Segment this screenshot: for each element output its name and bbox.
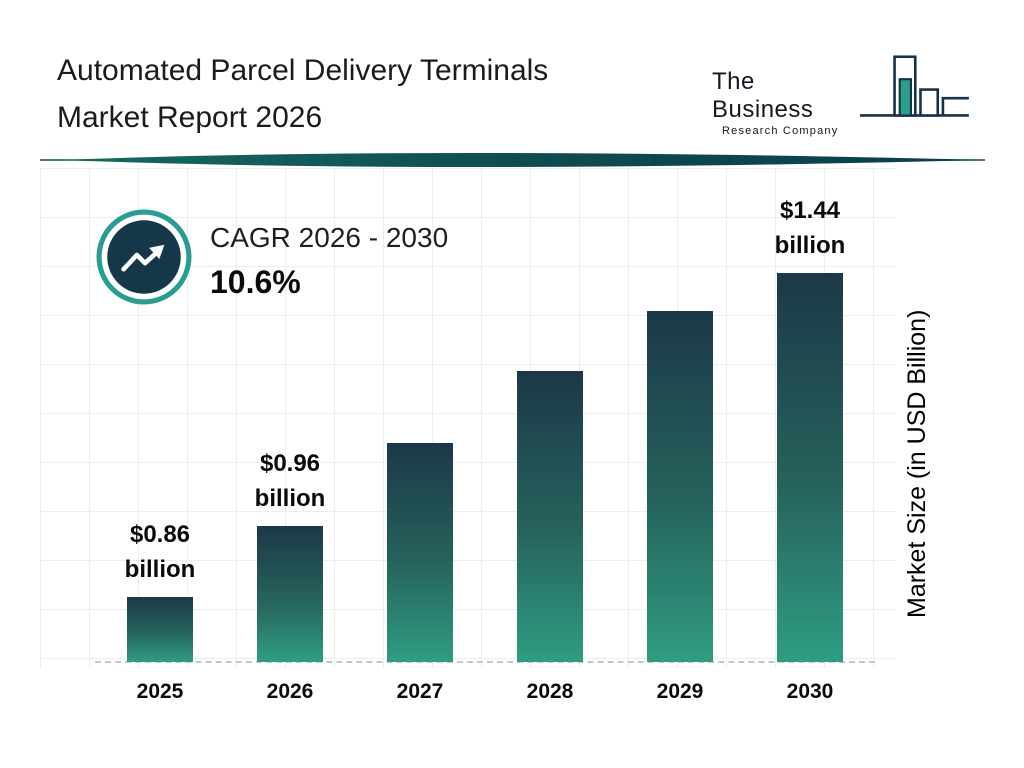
x-axis-label-2027: 2027 bbox=[396, 680, 444, 703]
bar-slot-2029 bbox=[615, 170, 745, 662]
company-subname: Research Company bbox=[722, 125, 839, 137]
bar-2025 bbox=[127, 597, 193, 662]
bar-slot-2028 bbox=[485, 170, 615, 662]
company-logo: The Business Research Company bbox=[712, 50, 972, 137]
x-axis-labels: 2025 2026 2027 2028 2029 2030 bbox=[95, 680, 875, 704]
bar-2030 bbox=[777, 273, 843, 662]
bar-value-label-2025: $0.86 billion bbox=[124, 521, 196, 584]
bars-row: $0.86 billion $0.96 billion $1.44 billion bbox=[95, 170, 875, 662]
bar-2028 bbox=[517, 371, 583, 662]
page-title: Automated Parcel Delivery Terminals Mark… bbox=[57, 48, 548, 141]
bar-value-label-2026: $0.96 billion bbox=[254, 450, 326, 513]
x-axis-label-2029: 2029 bbox=[656, 680, 704, 703]
bar-slot-2030: $1.44 billion bbox=[745, 170, 875, 662]
bar-value-label-2030: $1.44 billion bbox=[774, 197, 846, 260]
bar-2027 bbox=[387, 443, 453, 662]
cagr-growth-icon bbox=[96, 209, 192, 305]
cagr-value: 10.6% bbox=[210, 264, 301, 300]
company-logo-text: The Business Research Company bbox=[712, 68, 854, 137]
bar-2029 bbox=[647, 311, 713, 662]
cagr-label: CAGR 2026 - 2030 bbox=[210, 222, 449, 253]
x-axis-label-2025: 2025 bbox=[136, 680, 184, 703]
bar-slot-2027 bbox=[355, 170, 485, 662]
page-title-line1: Automated Parcel Delivery Terminals bbox=[57, 54, 549, 87]
bar-slot-2025: $0.86 billion bbox=[95, 170, 225, 662]
chart-baseline bbox=[95, 661, 875, 663]
page-title-line2: Market Report 2026 bbox=[57, 100, 323, 134]
company-name: The Business bbox=[712, 68, 814, 123]
bar-2026 bbox=[257, 526, 323, 662]
y-axis-title: Market Size (in USD Billion) bbox=[903, 309, 931, 619]
x-axis-label-2030: 2030 bbox=[786, 680, 834, 703]
bar-chart-logo-icon bbox=[859, 55, 969, 117]
x-axis-label-2026: 2026 bbox=[266, 680, 314, 703]
header-divider bbox=[40, 153, 985, 167]
x-axis-label-2028: 2028 bbox=[526, 680, 574, 703]
bar-slot-2026: $0.96 billion bbox=[225, 170, 355, 662]
